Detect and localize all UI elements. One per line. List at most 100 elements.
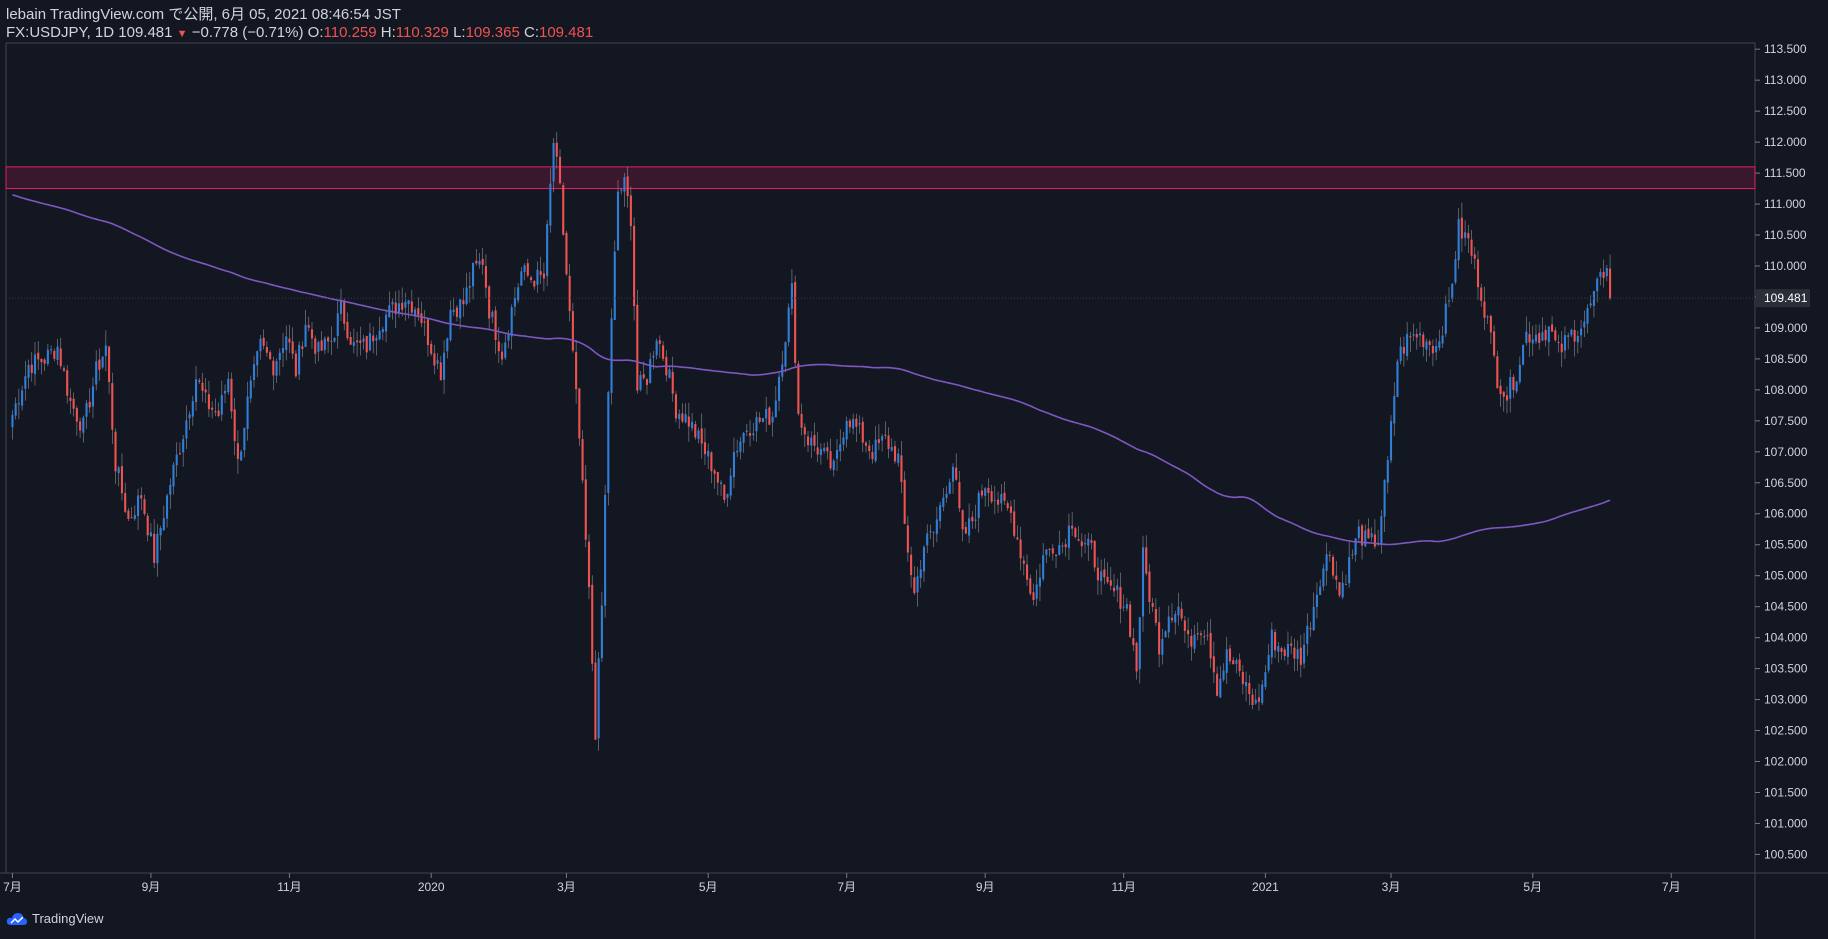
candle-down xyxy=(433,353,436,366)
candle-up xyxy=(259,338,262,352)
candle-down xyxy=(236,443,239,459)
candle-up xyxy=(175,454,178,466)
candle-down xyxy=(346,321,349,339)
candle-down xyxy=(1054,555,1058,557)
candle-down xyxy=(1554,330,1557,341)
candle-up xyxy=(616,191,620,251)
candle-up xyxy=(414,309,417,315)
candle-down xyxy=(420,313,423,324)
candle-up xyxy=(275,361,278,376)
candle-up xyxy=(707,450,710,457)
y-tick-label: 105.500 xyxy=(1764,538,1808,552)
candle-down xyxy=(288,338,291,343)
candle-down xyxy=(1335,575,1338,580)
candle-up xyxy=(787,307,790,343)
candle-down xyxy=(69,397,72,401)
candle-up xyxy=(378,330,381,340)
candle-up xyxy=(832,460,835,470)
candle-up xyxy=(1486,316,1489,318)
candle-up xyxy=(1534,334,1538,342)
candle-down xyxy=(906,525,909,553)
candle-up xyxy=(46,349,49,364)
candle-down xyxy=(417,308,420,316)
candle-down xyxy=(694,424,697,438)
candle-down xyxy=(800,413,803,428)
candle-up xyxy=(1312,606,1315,631)
candle-down xyxy=(900,455,903,483)
candle-up xyxy=(513,298,516,307)
candle-up xyxy=(752,433,755,436)
candle-down xyxy=(1409,336,1412,338)
candle-down xyxy=(893,446,897,462)
candle-down xyxy=(1505,395,1509,401)
candle-down xyxy=(1187,630,1190,635)
candle-down xyxy=(723,484,726,500)
y-tick-label: 111.500 xyxy=(1764,166,1806,180)
candle-down xyxy=(1332,556,1335,576)
candle-up xyxy=(1383,480,1386,517)
low-value: 109.365 xyxy=(465,24,520,41)
candle-up xyxy=(845,420,848,440)
candle-down xyxy=(37,352,40,360)
candle-down xyxy=(1512,376,1515,391)
tradingview-logo[interactable]: TradingView xyxy=(6,911,104,926)
y-tick-label: 101.000 xyxy=(1764,816,1808,830)
candle-up xyxy=(858,423,861,425)
candle-down xyxy=(1248,682,1251,695)
candle-down xyxy=(394,302,397,314)
candle-up xyxy=(993,499,996,501)
candle-down xyxy=(1064,544,1067,548)
candle-down xyxy=(214,411,217,413)
candle-down xyxy=(1093,540,1096,568)
candle-up xyxy=(1563,335,1567,351)
candle-down xyxy=(1470,239,1473,256)
candle-up xyxy=(948,482,951,494)
candle-down xyxy=(848,420,851,428)
candle-down xyxy=(826,447,829,452)
x-tick-label: 7月 xyxy=(1662,880,1681,894)
candle-down xyxy=(768,407,771,425)
candle-down xyxy=(1502,391,1505,397)
candle-down xyxy=(1232,660,1235,665)
brand-label: TradingView xyxy=(32,911,104,926)
last-price: 109.481 xyxy=(118,24,173,41)
candle-up xyxy=(1235,660,1238,664)
candle-up xyxy=(1531,339,1534,344)
candle-down xyxy=(558,156,562,184)
candle-up xyxy=(101,356,104,368)
publish-line: lebain TradingView.com で公開, 6月 05, 2021 … xyxy=(6,6,401,23)
candle-down xyxy=(1112,587,1116,592)
candle-down xyxy=(1415,334,1418,338)
x-tick-label: 7月 xyxy=(3,880,22,894)
candle-down xyxy=(146,515,149,536)
candle-up xyxy=(243,427,246,451)
y-tick-label: 113.000 xyxy=(1764,73,1807,87)
candle-up xyxy=(317,342,320,352)
candle-up xyxy=(929,531,932,533)
candle-up xyxy=(85,402,88,417)
candle-down xyxy=(758,417,761,422)
candle-up xyxy=(304,324,307,347)
candle-up xyxy=(1125,604,1128,609)
candle-up xyxy=(1464,232,1467,238)
candle-down xyxy=(658,340,661,344)
candle-up xyxy=(984,488,987,496)
candle-up xyxy=(777,376,781,401)
candle-up xyxy=(133,515,136,519)
x-tick-label: 2021 xyxy=(1252,880,1279,894)
candle-down xyxy=(1216,673,1219,696)
candle-down xyxy=(1257,697,1261,702)
candle-down xyxy=(1080,541,1083,547)
candle-up xyxy=(24,376,27,389)
candle-up xyxy=(1441,335,1444,344)
candle-up xyxy=(298,344,301,375)
candle-down xyxy=(262,337,265,346)
candle-down xyxy=(1003,492,1006,501)
candle-up xyxy=(1586,307,1589,324)
candle-down xyxy=(990,491,993,502)
y-tick-label: 106.000 xyxy=(1764,507,1808,521)
candle-down xyxy=(864,442,868,446)
chart-header: lebain TradingView.com で公開, 6月 05, 2021 … xyxy=(6,6,593,42)
candle-up xyxy=(1399,346,1402,361)
